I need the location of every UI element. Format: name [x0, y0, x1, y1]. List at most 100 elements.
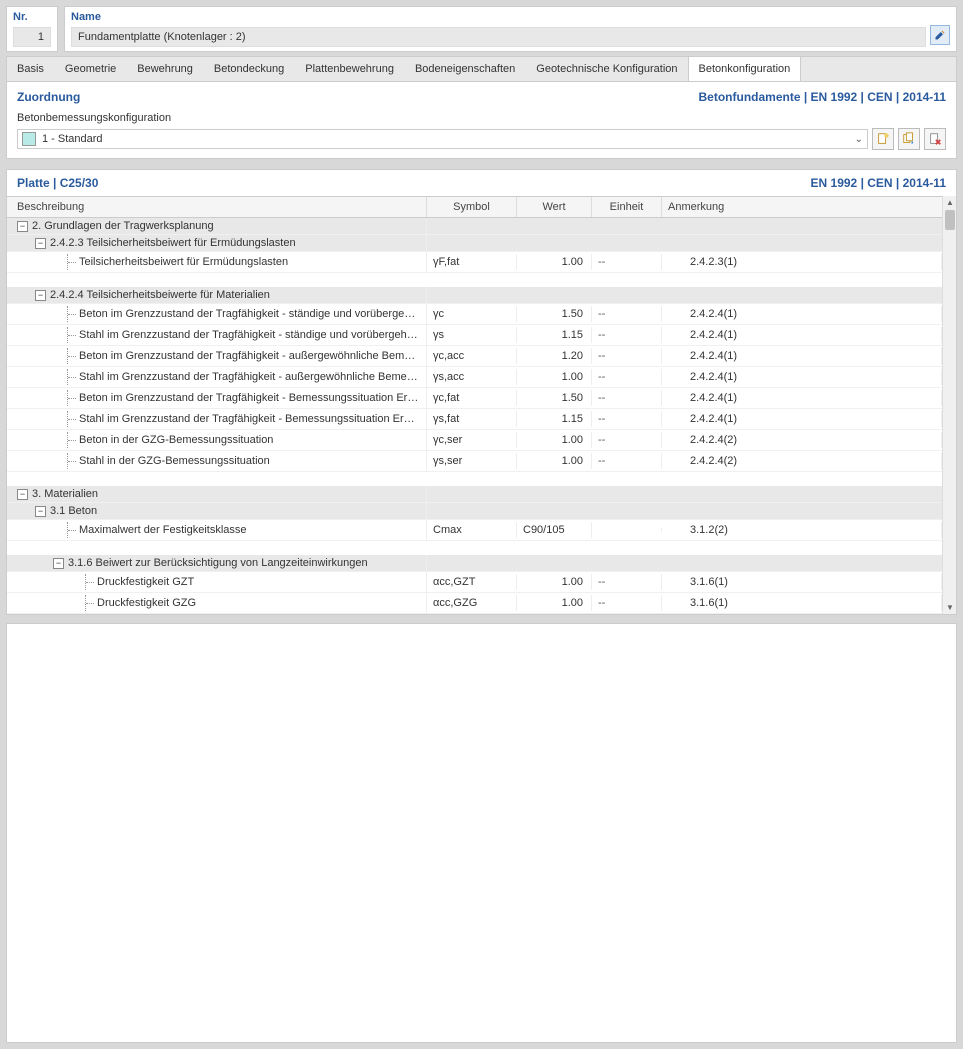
tree-data-row[interactable]: Stahl im Grenzzustand der Tragfähigkeit …: [7, 367, 942, 388]
row-val: 1.00: [517, 254, 592, 270]
copy-button[interactable]: [898, 128, 920, 150]
tab-geometrie[interactable]: Geometrie: [55, 57, 127, 81]
tree-group[interactable]: −3. Materialien: [7, 486, 942, 503]
row-val: 1.50: [517, 390, 592, 406]
row-desc: Teilsicherheitsbeiwert für Ermüdungslast…: [79, 256, 288, 268]
chevron-down-icon: ⌄: [855, 134, 863, 145]
row-unit: --: [592, 390, 662, 406]
group-label: 3.1 Beton: [50, 505, 97, 517]
col-desc: Beschreibung: [7, 197, 427, 217]
row-note: 3.1.2(2): [662, 522, 942, 538]
panel1-title: Zuordnung: [17, 90, 80, 104]
tree-data-row[interactable]: Druckfestigkeit GZTαcc,GZT1.00--3.1.6(1): [7, 572, 942, 593]
row-desc: Beton im Grenzzustand der Tragfähigkeit …: [79, 350, 420, 362]
col-note: Anmerkung: [662, 197, 956, 217]
row-desc: Stahl im Grenzzustand der Tragfähigkeit …: [79, 329, 420, 341]
row-note: 2.4.2.4(1): [662, 390, 942, 406]
row-unit: --: [592, 348, 662, 364]
row-unit: --: [592, 432, 662, 448]
row-note: 2.4.2.3(1): [662, 254, 942, 270]
expander-icon[interactable]: −: [17, 221, 28, 232]
row-sym: αcc,GZT: [427, 574, 517, 590]
tree-group[interactable]: −2.4.2.4 Teilsicherheitsbeiwerte für Mat…: [7, 287, 942, 304]
row-sym: γs,fat: [427, 411, 517, 427]
row-note: 2.4.2.4(2): [662, 453, 942, 469]
tree-group[interactable]: −3.1.6 Beiwert zur Berücksichtigung von …: [7, 555, 942, 572]
row-val: 1.15: [517, 327, 592, 343]
tree-data-row[interactable]: Druckfestigkeit GZGαcc,GZG1.00--3.1.6(1): [7, 593, 942, 614]
expander-icon[interactable]: −: [53, 558, 64, 569]
tree-group[interactable]: −3.1 Beton: [7, 503, 942, 520]
row-note: 2.4.2.4(2): [662, 432, 942, 448]
tree-group[interactable]: −2. Grundlagen der Tragwerksplanung: [7, 218, 942, 235]
name-box: Name Fundamentplatte (Knotenlager : 2): [64, 6, 957, 52]
expander-icon[interactable]: −: [17, 489, 28, 500]
expander-icon[interactable]: −: [35, 290, 46, 301]
tree-data-row[interactable]: Stahl im Grenzzustand der Tragfähigkeit …: [7, 325, 942, 346]
tree-data-row[interactable]: Stahl im Grenzzustand der Tragfähigkeit …: [7, 409, 942, 430]
row-sym: γc: [427, 306, 517, 322]
scrollbar[interactable]: ▲ ▼: [942, 196, 956, 614]
row-unit: [592, 528, 662, 532]
tab-bewehrung[interactable]: Bewehrung: [127, 57, 204, 81]
panel2-title: Platte | C25/30: [17, 176, 98, 190]
row-note: 2.4.2.4(1): [662, 411, 942, 427]
delete-doc-icon: [928, 132, 942, 146]
tree-data-row[interactable]: Beton in der GZG-Bemessungssituation γc,s…: [7, 430, 942, 451]
row-unit: --: [592, 411, 662, 427]
properties-panel: Platte | C25/30 EN 1992 | CEN | 2014-11 …: [6, 169, 957, 615]
tab-bar: BasisGeometrieBewehrungBetondeckungPlatt…: [6, 56, 957, 81]
name-input[interactable]: Fundamentplatte (Knotenlager : 2): [71, 27, 926, 47]
expander-icon[interactable]: −: [35, 238, 46, 249]
nr-input[interactable]: 1: [13, 27, 51, 47]
row-desc: Stahl im Grenzzustand der Tragfähigkeit …: [79, 371, 420, 383]
grid-header: Beschreibung Symbol Wert Einheit Anmerku…: [7, 196, 956, 218]
row-unit: --: [592, 453, 662, 469]
tab-betondeckung[interactable]: Betondeckung: [204, 57, 295, 81]
row-sym: γs: [427, 327, 517, 343]
grid-body[interactable]: −2. Grundlagen der Tragwerksplanung−2.4.…: [7, 218, 956, 614]
row-sym: γc,acc: [427, 348, 517, 364]
group-label: 3. Materialien: [32, 488, 98, 500]
row-sym: Cmax: [427, 522, 517, 538]
row-sym: γs,acc: [427, 369, 517, 385]
tree-data-row[interactable]: Stahl in der GZG-Bemessungssituationγs,s…: [7, 451, 942, 472]
color-swatch: [22, 132, 36, 146]
row-val: C90/105: [517, 522, 592, 538]
row-sym: αcc,GZG: [427, 595, 517, 611]
row-sym: γc,ser: [427, 432, 517, 448]
row-val: 1.00: [517, 574, 592, 590]
tree-data-row[interactable]: Beton im Grenzzustand der Tragfähigkeit …: [7, 346, 942, 367]
copy-doc-icon: [902, 132, 916, 146]
nr-box: Nr. 1: [6, 6, 58, 52]
delete-button[interactable]: [924, 128, 946, 150]
row-unit: --: [592, 254, 662, 270]
expander-icon[interactable]: −: [35, 506, 46, 517]
scroll-up-icon[interactable]: ▲: [946, 198, 954, 207]
tree-data-row[interactable]: Beton im Grenzzustand der Tragfähigkeit …: [7, 304, 942, 325]
edit-name-button[interactable]: [930, 25, 950, 45]
row-desc: Beton im Grenzzustand der Tragfähigkeit …: [79, 392, 420, 404]
tab-basis[interactable]: Basis: [7, 57, 55, 81]
tree-data-row[interactable]: Beton im Grenzzustand der Tragfähigkeit …: [7, 388, 942, 409]
row-desc: Beton in der GZG-Bemessungssituation: [79, 434, 273, 446]
tab-betonkonfiguration[interactable]: Betonkonfiguration: [688, 57, 802, 81]
scroll-thumb[interactable]: [945, 210, 955, 230]
scroll-down-icon[interactable]: ▼: [946, 603, 954, 612]
row-note: 3.1.6(1): [662, 595, 942, 611]
row-val: 1.00: [517, 453, 592, 469]
tab-plattenbewehrung[interactable]: Plattenbewehrung: [295, 57, 405, 81]
pencil-icon: [934, 29, 946, 41]
group-label: 2. Grundlagen der Tragwerksplanung: [32, 220, 214, 232]
row-unit: --: [592, 595, 662, 611]
new-button[interactable]: [872, 128, 894, 150]
tree-data-row[interactable]: Maximalwert der FestigkeitsklasseCmaxC90…: [7, 520, 942, 541]
row-val: 1.15: [517, 411, 592, 427]
tree-group[interactable]: −2.4.2.3 Teilsicherheitsbeiwert für Ermü…: [7, 235, 942, 252]
tree-data-row[interactable]: Teilsicherheitsbeiwert für Ermüdungslast…: [7, 252, 942, 273]
config-dropdown[interactable]: 1 - Standard ⌄: [17, 129, 868, 149]
row-desc: Stahl im Grenzzustand der Tragfähigkeit …: [79, 413, 420, 425]
tab-bodeneigenschaften[interactable]: Bodeneigenschaften: [405, 57, 526, 81]
row-sym: γc,fat: [427, 390, 517, 406]
tab-geotechnische-konfiguration[interactable]: Geotechnische Konfiguration: [526, 57, 688, 81]
